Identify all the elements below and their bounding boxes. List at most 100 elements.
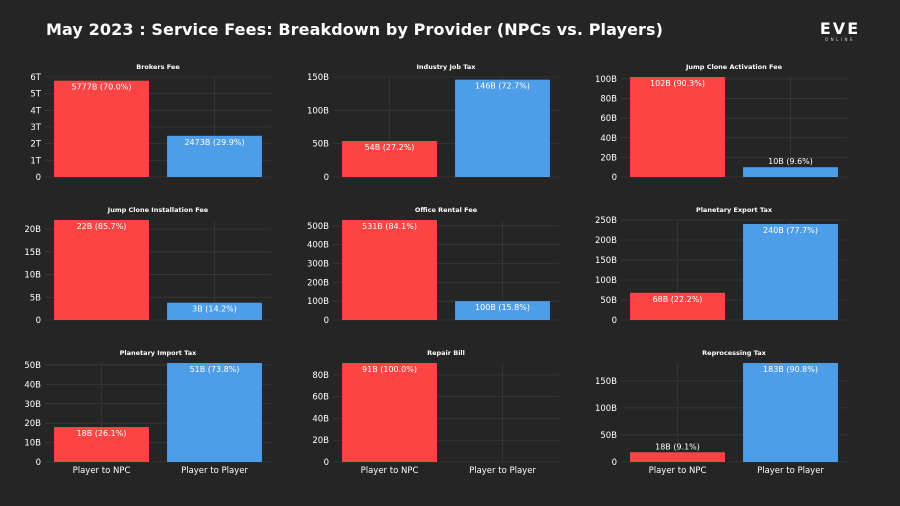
chart-title: Jump Clone Activation Fee	[685, 63, 783, 71]
y-tick-label: 0	[612, 173, 617, 183]
y-tick-label: 500B	[307, 222, 329, 232]
bar-player-to-npc	[630, 77, 725, 177]
page-title: May 2023 : Service Fees: Breakdown by Pr…	[46, 20, 664, 39]
bar-player-to-player	[167, 135, 262, 177]
y-tick-label: 20B	[312, 436, 329, 446]
y-tick-label: 100B	[307, 106, 329, 116]
bar-label: 51B (73.8%)	[190, 365, 240, 374]
y-tick-label: 6T	[30, 73, 41, 83]
bar-player-to-npc	[54, 220, 149, 320]
bar-label: 183B (90.8%)	[763, 365, 818, 374]
chart-title: Reprocessing Tax	[702, 349, 766, 357]
chart-panel: Office Rental Fee 0 100B 200B 300B 400B 500B 53…	[307, 206, 559, 326]
bar-label: 22B (85.7%)	[77, 222, 127, 231]
bar-player-to-npc	[54, 80, 149, 177]
y-tick-label: 50B	[312, 140, 329, 150]
y-tick-label: 50B	[24, 361, 41, 371]
bar-label: 102B (90.3%)	[650, 79, 705, 88]
chart-title: Jump Clone Installation Fee	[107, 206, 209, 214]
bar-label: 5777B (70.0%)	[71, 83, 131, 92]
y-tick-label: 50B	[600, 296, 617, 306]
chart-panel: Brokers Fee 0 1T 2T 3T 4T 5T 6T 5777B (70.0%) 247…	[30, 63, 271, 183]
chart-panel: Jump Clone Activation Fee 0 20B 40B 60B 80B 10…	[595, 63, 847, 183]
x-tick-label: Player to NPC	[649, 466, 707, 476]
bar-player-to-npc	[630, 452, 725, 462]
y-tick-label: 20B	[600, 153, 617, 163]
y-tick-label: 150B	[595, 377, 617, 387]
bar-player-to-player	[743, 363, 838, 462]
bar-label: 54B (27.2%)	[365, 143, 415, 152]
chart-panel: Repair Bill 0 20B 40B 60B 80B 91B (100.0%) Play…	[312, 349, 559, 476]
y-tick-label: 5B	[30, 293, 41, 303]
y-tick-label: 10B	[24, 271, 41, 281]
y-tick-label: 3T	[30, 123, 41, 133]
y-tick-label: 5T	[30, 90, 41, 100]
y-tick-label: 10B	[24, 439, 41, 449]
y-tick-label: 0	[36, 173, 41, 183]
y-tick-label: 100B	[595, 404, 617, 414]
bar-label: 18B (9.1%)	[655, 442, 700, 451]
y-tick-label: 0	[36, 316, 41, 326]
y-tick-label: 100B	[307, 297, 329, 307]
y-tick-label: 80B	[312, 371, 329, 381]
y-tick-label: 20B	[24, 225, 41, 235]
y-tick-label: 80B	[600, 95, 617, 105]
bar-player-to-player	[167, 302, 262, 320]
y-tick-label: 0	[612, 458, 617, 468]
bar-label: 18B (26.1%)	[77, 429, 127, 438]
x-tick-label: Player to Player	[469, 466, 536, 476]
x-tick-label: Player to Player	[181, 466, 248, 476]
y-tick-label: 40B	[24, 380, 41, 390]
y-tick-label: 100B	[595, 75, 617, 85]
bar-label: 146B (72.7%)	[475, 82, 530, 91]
y-tick-label: 300B	[307, 260, 329, 270]
bar-label: 100B (15.8%)	[475, 303, 530, 312]
logo-subtext: ONLINE	[824, 37, 856, 42]
bar-player-to-player	[743, 167, 838, 177]
y-tick-label: 20B	[24, 419, 41, 429]
chart-panel: Jump Clone Installation Fee 0 5B 10B 15B 20B 2…	[24, 206, 271, 326]
y-tick-label: 150B	[307, 73, 329, 83]
y-tick-label: 0	[324, 458, 329, 468]
bar-player-to-npc	[630, 292, 725, 320]
chart-panel: Industry Job Tax 0 50B 100B 150B 54B (27.2%) 1…	[307, 63, 559, 183]
bar-label: 2473B (29.9%)	[184, 138, 244, 147]
bar-label: 240B (77.7%)	[763, 226, 818, 235]
chart-panel: Planetary Export Tax 0 50B 100B 150B 200B 250B…	[595, 206, 847, 326]
y-tick-label: 150B	[595, 256, 617, 266]
y-tick-label: 200B	[307, 278, 329, 288]
y-tick-label: 200B	[595, 236, 617, 246]
y-tick-label: 0	[324, 316, 329, 326]
y-tick-label: 50B	[600, 431, 617, 441]
y-tick-label: 40B	[600, 134, 617, 144]
bar-player-to-npc	[54, 427, 149, 462]
y-tick-label: 250B	[595, 216, 617, 226]
chart-panel: Reprocessing Tax 0 50B 100B 150B 18B (9.1%) Pl…	[595, 349, 847, 476]
y-tick-label: 1T	[30, 156, 41, 166]
bar-player-to-npc	[342, 220, 437, 320]
x-tick-label: Player to Player	[757, 466, 824, 476]
chart-title: Office Rental Fee	[415, 206, 478, 214]
bar-label: 91B (100.0%)	[362, 365, 417, 374]
y-tick-label: 40B	[312, 414, 329, 424]
y-tick-label: 60B	[312, 393, 329, 403]
chart-panel: Planetary Import Tax 0 10B 20B 30B 40B 50B 18B …	[24, 349, 271, 476]
bar-label: 10B (9.6%)	[768, 157, 813, 166]
y-tick-label: 100B	[595, 276, 617, 286]
chart-title: Industry Job Tax	[417, 63, 477, 71]
y-tick-label: 4T	[30, 106, 41, 116]
bar-label: 531B (84.1%)	[362, 222, 417, 231]
y-tick-label: 60B	[600, 114, 617, 124]
bar-player-to-npc	[342, 363, 437, 462]
chart-title: Brokers Fee	[136, 63, 180, 71]
bar-player-to-player	[455, 301, 550, 320]
eve-online-logo: EVE ONLINE	[812, 21, 868, 47]
chart-title: Repair Bill	[427, 349, 465, 357]
y-tick-label: 2T	[30, 140, 41, 150]
x-tick-label: Player to NPC	[73, 466, 131, 476]
y-tick-label: 0	[612, 316, 617, 326]
x-tick-label: Player to NPC	[361, 466, 419, 476]
bar-player-to-player	[455, 79, 550, 177]
bar-label: 3B (14.2%)	[192, 305, 237, 314]
